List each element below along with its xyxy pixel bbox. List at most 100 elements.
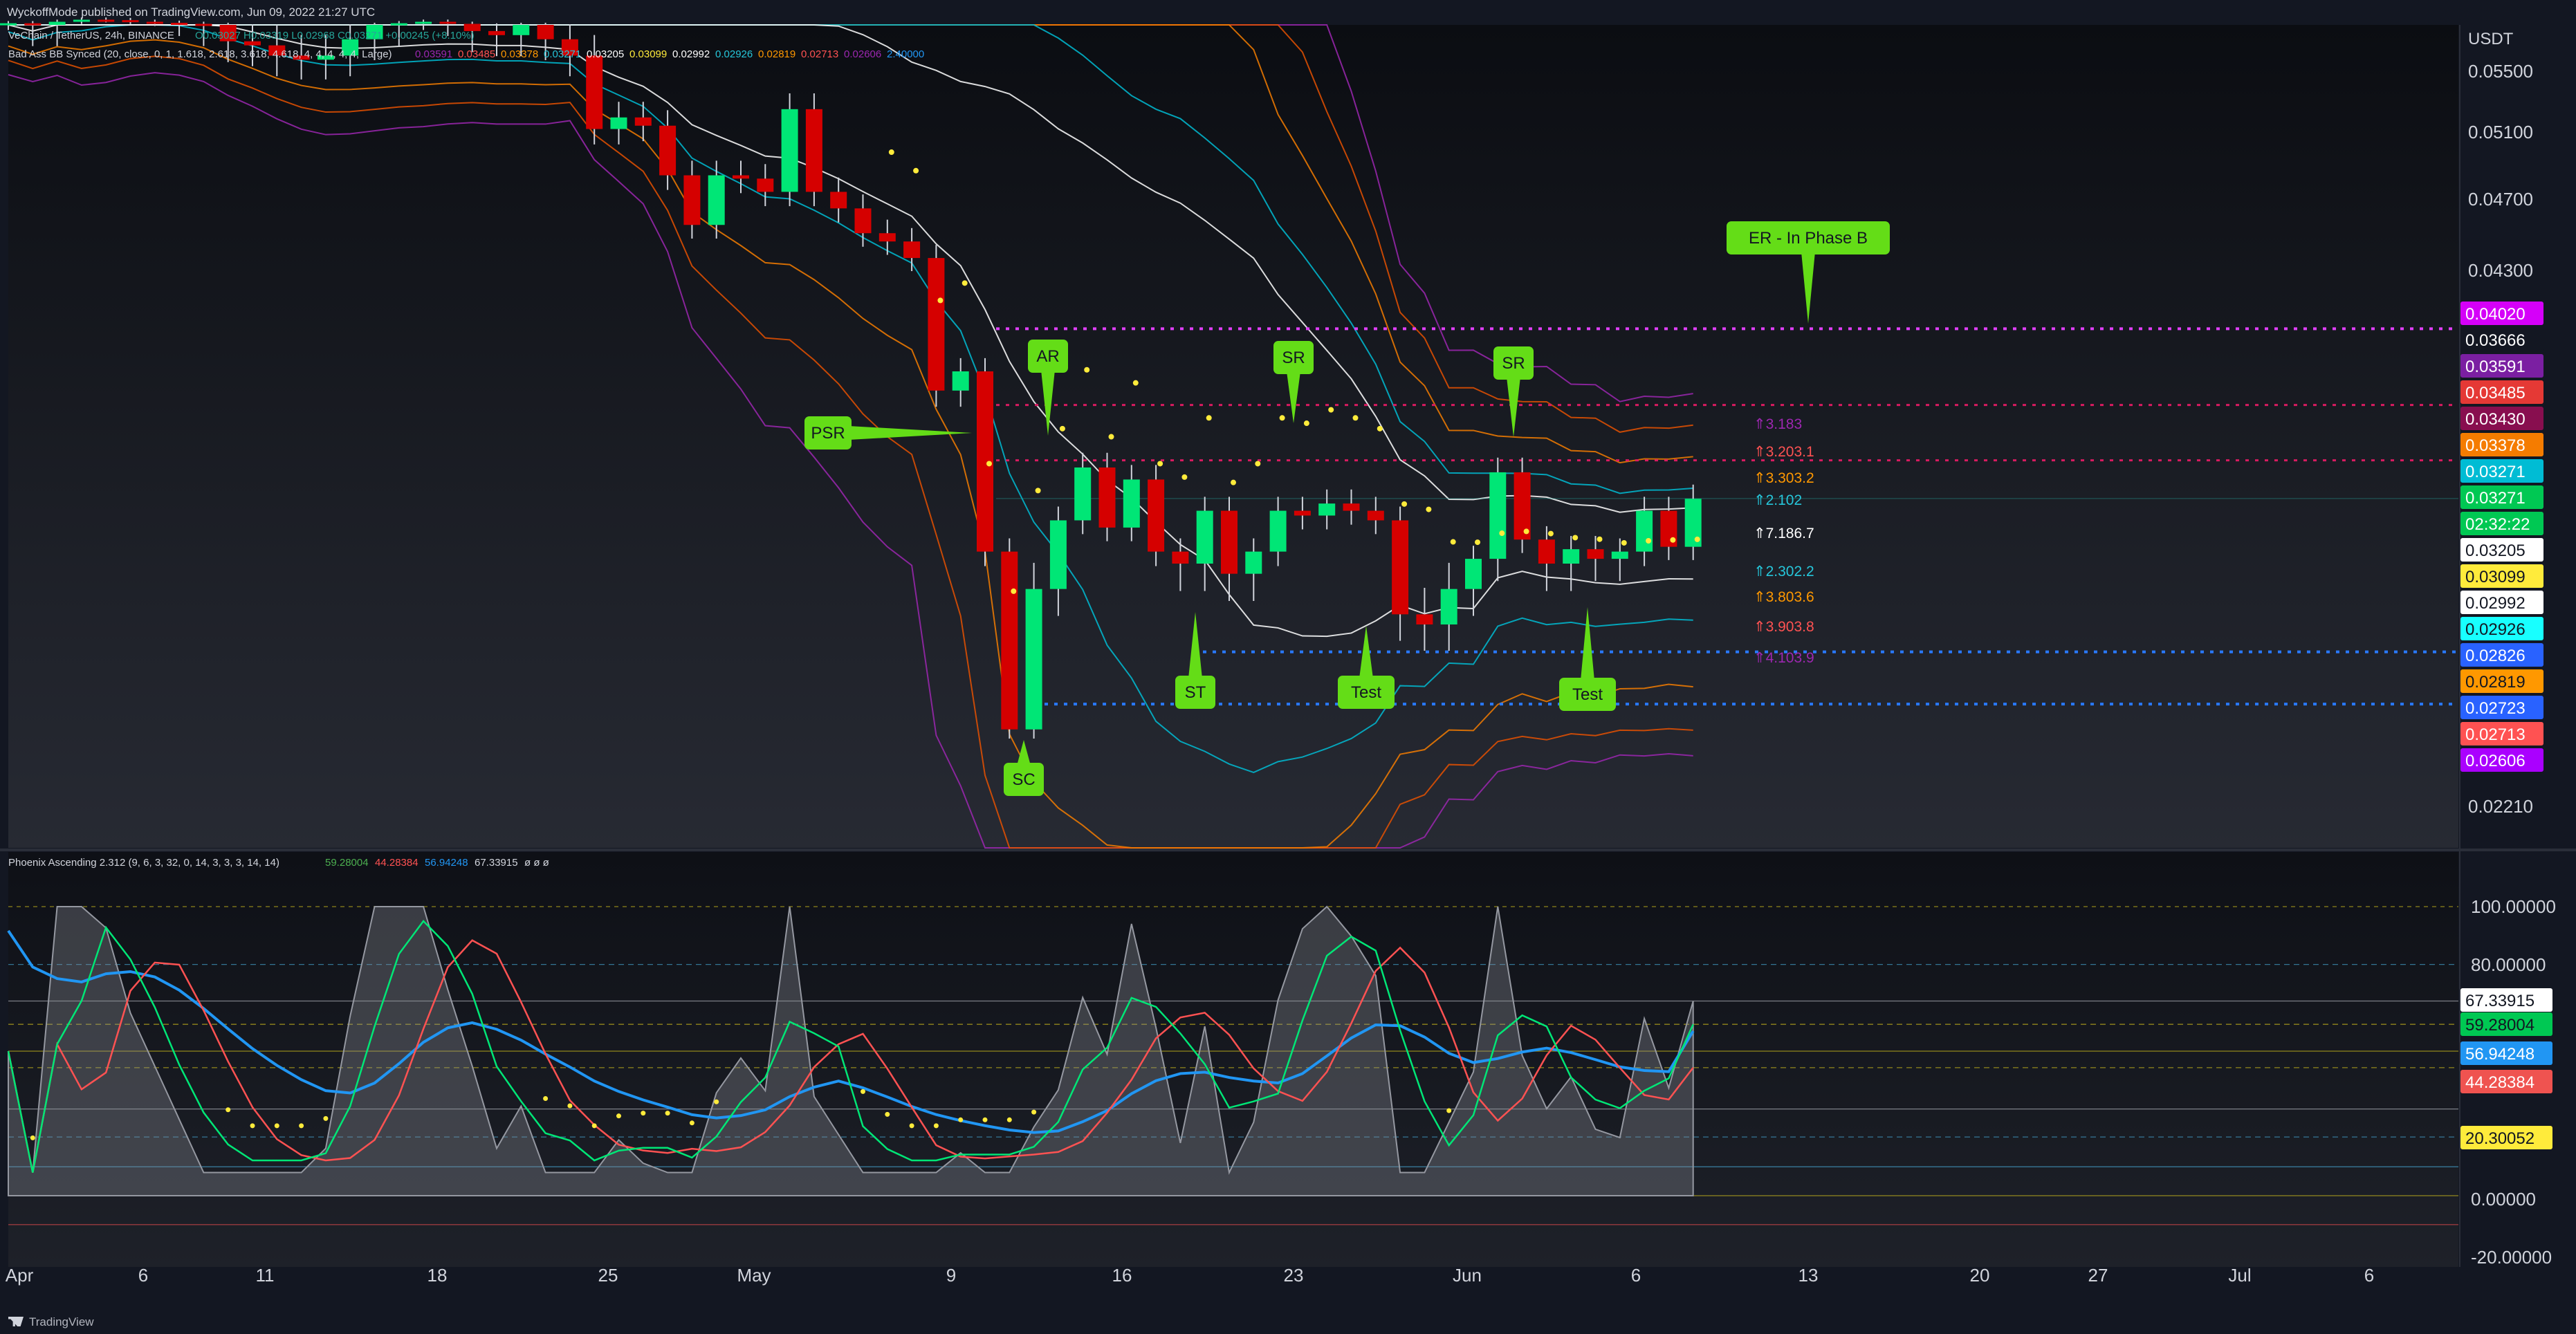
price-tag-label: 0.03666 (2465, 331, 2526, 350)
price-tag (2460, 696, 2543, 719)
osc-tag-label: 59.28004 (2465, 1016, 2534, 1035)
osc-dot (567, 1103, 573, 1109)
price-tick: 0.02210 (2468, 796, 2533, 817)
osc-dot (543, 1096, 549, 1102)
annotation-callout: ER - In Phase B (1727, 221, 1890, 324)
annotation-callout: SC (1004, 740, 1044, 796)
candle-body (513, 25, 530, 35)
osc-dot (299, 1123, 304, 1129)
candle-body (463, 24, 481, 31)
candle-body (634, 117, 652, 126)
bb-value: 0.03378 (501, 48, 538, 60)
level-label: ⇑3.303.2 (1754, 470, 1814, 486)
osc-tag (2460, 1070, 2552, 1093)
price-tag-label: 0.03430 (2465, 410, 2526, 429)
candle-body (73, 19, 90, 22)
tradingview-logo[interactable]: TradingView (8, 1315, 94, 1329)
osc-green-line (7, 919, 1694, 1173)
trend-dot (1084, 367, 1090, 373)
time-tick: 6 (1631, 1265, 1641, 1286)
candle-body (122, 20, 139, 23)
price-tag-label: 0.03271 (2465, 463, 2526, 481)
price-tag-label: 0.03485 (2465, 384, 2526, 402)
bb-value: 0.03271 (544, 48, 581, 60)
callout-box (1175, 676, 1215, 709)
bb-value: 0.03099 (629, 48, 667, 60)
osc-dot (982, 1117, 988, 1122)
price-tag-label: 0.02723 (2465, 699, 2526, 718)
trend-dot (986, 461, 992, 467)
osc-tag-label: 44.28384 (2465, 1073, 2534, 1092)
candle-body (1465, 559, 1482, 589)
trend-dot (1475, 539, 1480, 546)
candle-body (1392, 520, 1409, 615)
price-tag (2460, 643, 2543, 667)
osc-tick: -20.00000 (2471, 1247, 2552, 1268)
trend-dot (1670, 537, 1676, 543)
osc-dot (689, 1120, 694, 1126)
trend-dot (913, 167, 919, 174)
osc-dot (591, 1123, 597, 1129)
bb-value: 0.02606 (844, 48, 881, 60)
trend-dot (1181, 474, 1188, 480)
callout-label: Test (1351, 683, 1381, 702)
callout-box (1004, 763, 1044, 796)
time-tick: 23 (1284, 1265, 1304, 1286)
callout-box (1727, 221, 1890, 254)
osc-dot (274, 1123, 279, 1129)
publisher-bar: WyckoffMode published on TradingView.com… (0, 0, 2576, 25)
time-tick: 9 (946, 1265, 956, 1286)
price-tag (2460, 512, 2543, 535)
bollinger-band (8, 24, 1693, 638)
candle-body (903, 241, 921, 259)
candle-body (1025, 589, 1042, 730)
trend-dot (1401, 501, 1408, 507)
level-label: ⇑3.203.1 (1754, 444, 1814, 460)
oscillator-pane[interactable] (8, 852, 2458, 1267)
trend-dot (1426, 506, 1432, 512)
osc-dot (933, 1123, 939, 1129)
bb-value: 0.03591 (415, 48, 452, 60)
trend-dot (1646, 537, 1652, 544)
trend-dot (962, 280, 968, 286)
bb-value: 0.02713 (801, 48, 838, 60)
trend-dot (888, 149, 894, 156)
level-label: ⇑2.102 (1754, 492, 1802, 508)
trend-dot (1059, 425, 1065, 432)
bollinger-band (8, 24, 1693, 774)
price-tag (2460, 748, 2543, 772)
price-tag (2460, 591, 2543, 614)
callout-box (804, 416, 852, 450)
trend-dot (1206, 415, 1212, 421)
callout-label: SR (1282, 349, 1305, 367)
bb-value: 0.02819 (758, 48, 795, 60)
osc-dot (1006, 1117, 1012, 1122)
callout-pointer (1287, 371, 1300, 423)
candle-body (1538, 539, 1555, 564)
candle-body (708, 175, 725, 225)
ohlc-values: O0.03027 H0.03319 L0.02968 C0.03271 +0.0… (195, 30, 475, 41)
annotation-callout: AR (1028, 340, 1068, 436)
bollinger-band (8, 24, 1693, 513)
candle-body (24, 23, 42, 26)
price-tag (2460, 722, 2543, 745)
candle-body (1049, 520, 1067, 589)
phoenix-legend: Phoenix Ascending 2.312 (9, 6, 3, 32, 0,… (8, 857, 279, 869)
level-label: ⇑2.302.2 (1754, 564, 1814, 580)
trend-dot (1499, 530, 1505, 537)
main-pane[interactable] (8, 25, 2458, 848)
trend-dot (1157, 461, 1163, 467)
price-tag-label: 0.02826 (2465, 647, 2526, 665)
trend-dot (1694, 536, 1700, 542)
candle-body (659, 125, 677, 176)
candle-body (1343, 503, 1360, 511)
bb-value: 0.03205 (587, 48, 624, 60)
candle-body (878, 233, 896, 242)
trend-dot (1450, 539, 1456, 545)
trend-dot (1352, 415, 1359, 421)
price-tag-label: 0.03378 (2465, 436, 2526, 455)
candle-body (244, 41, 261, 46)
candle-body (1563, 549, 1580, 564)
annotation-callout: SR (1493, 346, 1534, 437)
